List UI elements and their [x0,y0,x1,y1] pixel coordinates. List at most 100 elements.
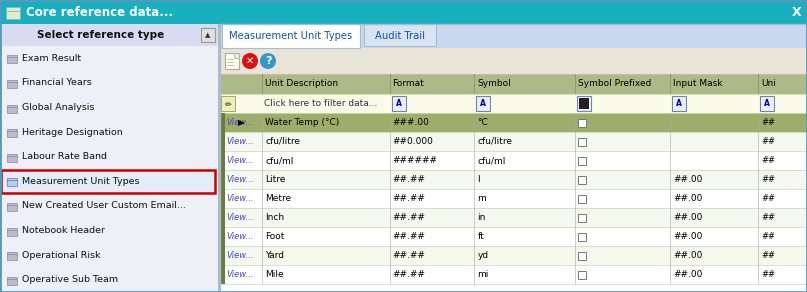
Bar [220,74,807,94]
Bar [7,252,17,255]
Text: yd: yd [478,251,488,260]
Bar [6,7,20,12]
Text: View...: View... [226,213,253,222]
Text: cfu/litre: cfu/litre [478,137,512,146]
Text: ###.00: ###.00 [392,118,429,127]
Bar [220,246,225,265]
Text: Format: Format [392,79,424,88]
Text: mi: mi [478,270,489,279]
Bar [1,170,215,193]
Text: ##.##: ##.## [392,175,425,184]
Text: Global Analysis: Global Analysis [22,103,94,112]
Bar [7,131,17,137]
Bar [579,119,587,126]
Text: View...: View... [226,118,253,127]
Bar [579,98,589,109]
Text: Mile: Mile [266,270,284,279]
Text: A: A [480,99,487,108]
Bar [672,96,686,111]
Bar [7,277,17,280]
Bar [579,232,587,241]
Text: ##.##: ##.## [392,213,425,222]
Text: Symbol: Symbol [478,79,511,88]
Text: ##.##: ##.## [392,270,425,279]
Text: Notebook Header: Notebook Header [22,226,105,235]
Text: Uni: Uni [761,79,776,88]
Text: View...: View... [226,156,253,165]
Text: ##: ## [761,137,775,146]
Text: Water Temp (°C): Water Temp (°C) [266,118,340,127]
Bar [220,113,807,132]
Bar [220,48,807,74]
Bar [579,213,587,222]
Bar [6,11,20,19]
Bar [0,0,807,24]
Bar [218,24,220,292]
Bar [222,24,360,48]
Bar [220,246,807,265]
Bar [7,129,17,132]
Text: ▶: ▶ [238,118,245,127]
Text: View...: View... [226,232,253,241]
Text: l: l [478,175,480,184]
Text: Financial Years: Financial Years [22,78,92,87]
Bar [220,170,225,189]
Text: ##.00: ##.00 [673,194,702,203]
Bar [7,82,17,88]
Text: ##.00: ##.00 [673,270,702,279]
Text: Labour Rate Band: Labour Rate Band [22,152,107,161]
Bar [7,230,17,236]
Bar [391,96,406,111]
Text: Heritage Designation: Heritage Designation [22,128,123,137]
Text: View...: View... [226,194,253,203]
Text: ##0.000: ##0.000 [392,137,433,146]
Bar [220,227,225,246]
Bar [220,113,225,132]
Bar [7,205,17,211]
Text: A: A [764,99,770,108]
Bar [221,96,235,111]
Text: ##: ## [761,118,775,127]
Bar [220,227,807,246]
Text: ##.00: ##.00 [673,232,702,241]
Text: ##.00: ##.00 [673,213,702,222]
Bar [220,208,807,227]
Text: Measurement Unit Types: Measurement Unit Types [22,177,140,186]
Text: Audit Trail: Audit Trail [375,31,425,41]
Bar [7,154,17,157]
Text: Measurement Unit Types: Measurement Unit Types [229,31,353,41]
Bar [7,80,17,83]
Text: View...: View... [226,251,253,260]
Text: cfu/ml: cfu/ml [266,156,294,165]
Bar [0,24,218,46]
Bar [364,24,436,46]
Text: Input Mask: Input Mask [673,79,722,88]
Text: Click here to filter data...: Click here to filter data... [265,99,378,108]
Text: Litre: Litre [266,175,286,184]
Bar [7,107,17,112]
Text: Operational Risk: Operational Risk [22,251,101,260]
Text: ##.##: ##.## [392,194,425,203]
Bar [220,265,807,284]
Text: ##: ## [761,175,775,184]
Text: Operative Sub Team: Operative Sub Team [22,275,118,284]
Text: cfu/ml: cfu/ml [478,156,506,165]
Bar [220,208,225,227]
Text: Yard: Yard [266,251,284,260]
Text: m: m [478,194,486,203]
Text: ##.00: ##.00 [673,175,702,184]
Bar [7,227,17,230]
Bar [7,279,17,285]
Bar [7,203,17,206]
Bar [7,55,17,58]
Text: New Created User Custom Email...: New Created User Custom Email... [22,201,186,211]
Bar [7,254,17,260]
Bar [579,251,587,260]
Text: ✕: ✕ [246,56,254,66]
Bar [220,189,225,208]
Bar [0,24,218,292]
Text: ft: ft [478,232,484,241]
Text: cfu/litre: cfu/litre [266,137,300,146]
Bar [579,175,587,183]
Bar [225,53,239,69]
